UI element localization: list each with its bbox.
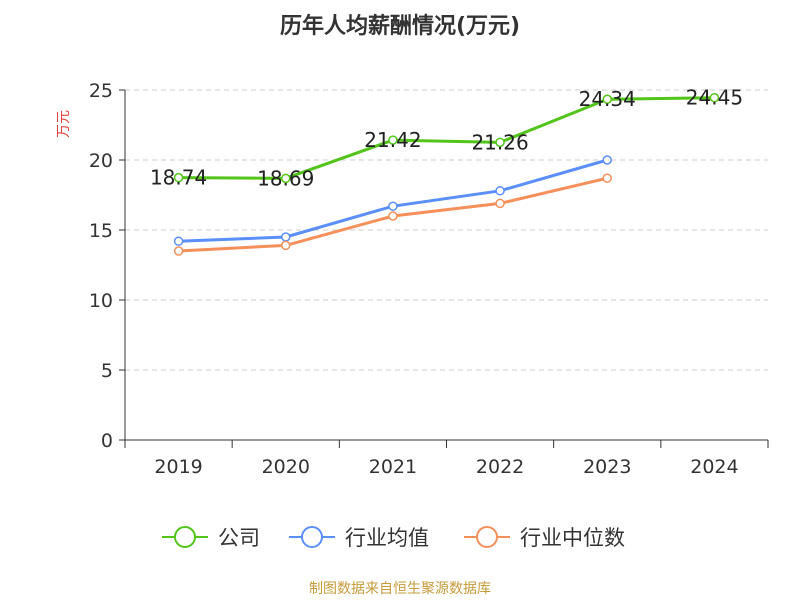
chart-title: 历年人均薪酬情况(万元) xyxy=(279,14,521,39)
data-point xyxy=(495,198,505,209)
data-point xyxy=(281,232,291,242)
series-lines xyxy=(173,92,720,256)
x-tick-label: 2021 xyxy=(369,456,417,478)
legend-marker xyxy=(174,526,196,548)
x-tick-label: 2022 xyxy=(476,456,524,478)
data-label: 21.42 xyxy=(364,128,421,152)
data-point xyxy=(709,92,720,103)
data-point xyxy=(602,173,612,183)
legend-label: 行业中位数 xyxy=(520,526,625,550)
grid-lines xyxy=(125,89,768,371)
data-point xyxy=(602,94,612,104)
y-tick-label: 25 xyxy=(89,80,113,102)
y-tick-label: 5 xyxy=(101,360,113,382)
data-point xyxy=(388,135,398,145)
y-tick-labels: 0 5 10 15 20 25 xyxy=(89,80,113,452)
y-tick-label: 10 xyxy=(89,290,113,312)
data-label: 18.74 xyxy=(150,166,207,190)
y-axis-label: 万元 xyxy=(56,110,72,138)
x-tick-label: 2023 xyxy=(583,456,631,478)
axes xyxy=(119,89,769,448)
x-tick-labels: 2019 2020 2021 2022 2023 2024 xyxy=(154,456,738,478)
data-labels: 18.74 18.69 21.42 21.26 24.34 24.45 xyxy=(150,86,743,191)
source-footer: 制图数据来自恒生聚源数据库 xyxy=(309,581,491,597)
y-tick-label: 20 xyxy=(89,150,113,172)
legend-marker xyxy=(476,526,498,548)
x-tick-label: 2020 xyxy=(262,456,310,478)
legend: 公司 行业均值 行业中位数 xyxy=(162,526,625,550)
data-point xyxy=(173,246,184,256)
data-point xyxy=(495,137,505,148)
data-point xyxy=(173,172,184,183)
x-tick-label: 2019 xyxy=(154,456,202,478)
data-label: 24.34 xyxy=(579,87,636,111)
legend-marker xyxy=(301,526,323,548)
series-line xyxy=(178,96,715,180)
data-point xyxy=(281,240,291,251)
data-label: 21.26 xyxy=(471,130,528,154)
legend-label: 公司 xyxy=(218,526,260,550)
series-line xyxy=(178,158,608,243)
y-tick-label: 15 xyxy=(89,220,113,242)
data-point xyxy=(173,236,184,246)
data-label: 24.45 xyxy=(686,86,743,110)
data-point xyxy=(388,211,398,221)
data-point xyxy=(495,186,505,196)
data-point xyxy=(281,173,291,184)
data-point xyxy=(388,201,398,211)
x-tick-label: 2024 xyxy=(690,456,738,478)
y-tick-label: 0 xyxy=(101,430,113,452)
legend-label: 行业均值 xyxy=(345,526,429,550)
data-label: 18.69 xyxy=(257,166,314,190)
data-point xyxy=(602,155,612,165)
